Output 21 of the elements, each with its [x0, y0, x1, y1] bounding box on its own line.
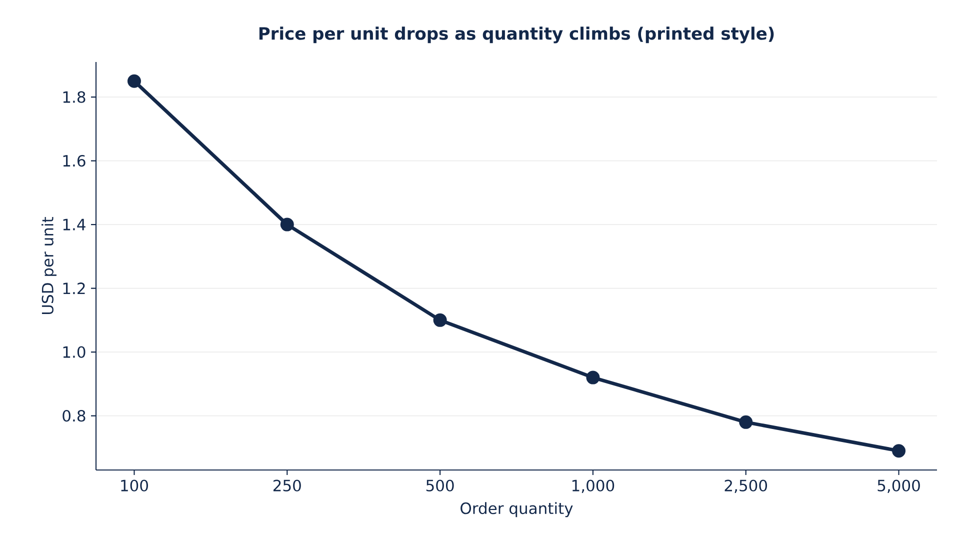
- x-tick-label: 100: [121, 480, 148, 492]
- chart-title: Price per unit drops as quantity climbs (printed style): [259, 26, 774, 44]
- y-tick-label: 1.0: [63, 346, 86, 358]
- y-tick-label: 1.2: [63, 282, 85, 294]
- point: [433, 313, 447, 327]
- point: [127, 74, 141, 88]
- y-tick-label: 0.8: [62, 410, 86, 422]
- x-tick-label: 2,500: [724, 480, 767, 493]
- point: [739, 415, 753, 429]
- x-tick-label: 1,000: [572, 480, 614, 493]
- x-axis-title: Order quantity: [460, 502, 573, 518]
- y-tick-label: 1.4: [63, 218, 86, 230]
- point: [586, 370, 600, 384]
- x-tick-label: 250: [273, 480, 301, 492]
- x-tick-label: 500: [426, 480, 454, 492]
- y-tick-label: 1.6: [63, 154, 86, 167]
- point: [280, 218, 294, 232]
- x-tick-label: 5,000: [878, 480, 920, 493]
- y-tick-label: 1.8: [63, 91, 86, 103]
- y-axis-title: USD per unit: [41, 216, 56, 314]
- point: [892, 444, 906, 458]
